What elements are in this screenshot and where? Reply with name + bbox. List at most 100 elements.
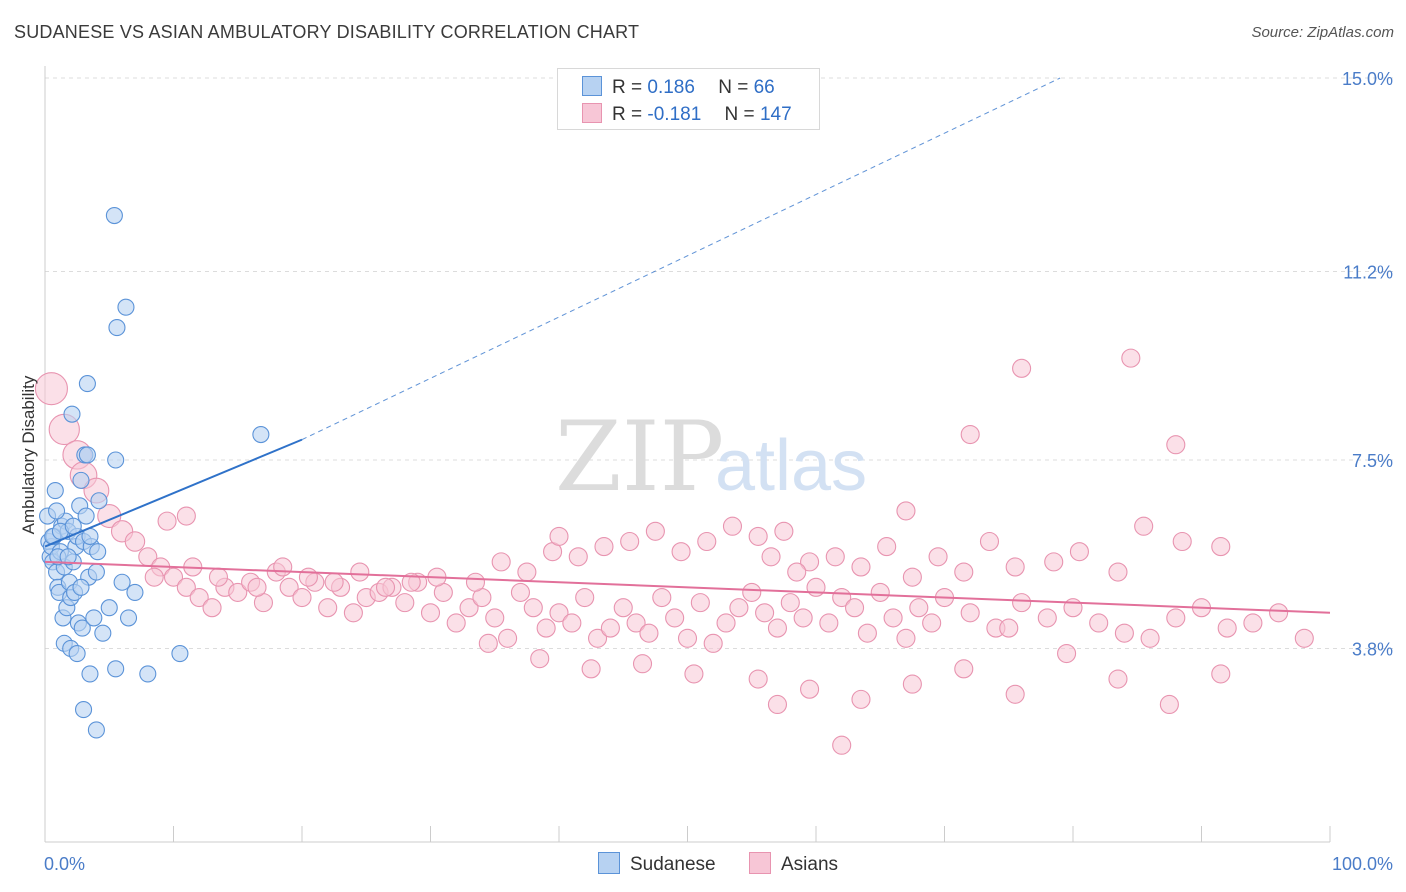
asians-point xyxy=(1159,694,1179,715)
asians-point xyxy=(176,506,196,526)
asians-point xyxy=(575,587,595,608)
asians-point xyxy=(902,674,922,694)
asians-point xyxy=(446,613,466,633)
asians-point xyxy=(819,613,839,633)
sudanese-points xyxy=(39,206,270,739)
legend-label-sudanese: Sudanese xyxy=(630,854,716,875)
asians-point xyxy=(1114,623,1134,643)
asians-point xyxy=(298,567,318,587)
asians-point xyxy=(1057,643,1077,664)
sudanese-point xyxy=(68,644,86,663)
legend-row-asians: R = -0.181 N = 147 xyxy=(582,103,792,127)
legend-item-asians: Asians xyxy=(749,852,838,876)
sudanese-point xyxy=(87,721,105,739)
asians-point xyxy=(1166,435,1186,455)
sudanese-point xyxy=(107,660,125,678)
asians-point xyxy=(1044,552,1064,572)
asians-point xyxy=(517,562,537,582)
asians-point xyxy=(1121,348,1141,368)
legend-item-sudanese: Sudanese xyxy=(598,852,716,876)
asians-point xyxy=(716,613,736,633)
asians-point xyxy=(1140,628,1160,648)
asians-point xyxy=(632,654,653,674)
asians-point xyxy=(896,628,916,648)
asians-point xyxy=(665,608,685,628)
asians-point xyxy=(562,613,582,633)
asians-point xyxy=(960,424,980,445)
sudanese-point xyxy=(90,492,108,510)
asians-point xyxy=(767,694,788,715)
asians-point xyxy=(1211,537,1231,557)
sudanese-point xyxy=(171,644,189,663)
sudanese-point xyxy=(72,578,90,596)
asians-point xyxy=(800,552,820,572)
y-tick-label: 11.2% xyxy=(1343,263,1393,283)
asians-point xyxy=(729,598,749,618)
asians-point xyxy=(697,531,717,552)
asians-point xyxy=(536,618,556,638)
asians-point xyxy=(1134,516,1154,536)
asians-point xyxy=(549,603,569,623)
asians-point xyxy=(318,598,338,618)
asians-point xyxy=(857,623,877,643)
asians-point xyxy=(549,526,569,546)
legend-label-asians: Asians xyxy=(781,854,839,875)
asians-point xyxy=(208,567,229,587)
sudanese-point xyxy=(72,471,90,489)
asians-point xyxy=(767,618,788,638)
legend-r-value: 0.186 xyxy=(647,77,695,98)
asians-point xyxy=(1012,593,1032,613)
sudanese-point xyxy=(59,548,77,566)
asians-point xyxy=(793,608,813,628)
asians-point xyxy=(909,598,929,618)
asians-point xyxy=(1172,531,1192,552)
legend-r-label: R = xyxy=(612,104,643,125)
asians-point xyxy=(292,587,312,608)
grid-lines xyxy=(45,77,1395,649)
sudanese-point xyxy=(126,583,144,601)
sudanese-point xyxy=(105,206,123,225)
asians-point xyxy=(677,628,698,648)
asians-point xyxy=(613,598,633,618)
asians-point xyxy=(761,547,781,567)
asians-point xyxy=(851,689,871,709)
asians-legend-swatch xyxy=(749,852,771,874)
sudanese-point xyxy=(73,619,91,637)
asians-point xyxy=(1294,628,1314,648)
sudanese-point xyxy=(46,482,64,500)
asians-point xyxy=(960,603,980,623)
asians-point xyxy=(1069,542,1089,562)
sudanese-point xyxy=(252,425,270,444)
sudanese-trend-extension xyxy=(301,77,1061,441)
sudanese-point xyxy=(85,609,103,627)
asians-point xyxy=(1217,618,1237,638)
asians-point xyxy=(273,557,293,577)
asians-point xyxy=(247,577,267,597)
sudanese-point xyxy=(107,451,125,469)
asians-point xyxy=(491,552,511,572)
asians-point xyxy=(600,618,620,638)
legend-n-label: N = xyxy=(718,77,749,98)
asians-point xyxy=(774,521,794,541)
asians-point xyxy=(459,598,479,618)
asians-point xyxy=(742,582,762,602)
asians-point xyxy=(34,372,68,406)
asians-point xyxy=(954,562,974,582)
sudanese-point xyxy=(100,599,118,617)
asians-point xyxy=(343,603,363,623)
asians-point xyxy=(1005,557,1025,577)
asians-point xyxy=(748,669,768,689)
asians-point xyxy=(420,603,441,623)
asians-point xyxy=(279,577,299,597)
x-tick-label: 0.0% xyxy=(44,854,85,874)
sudanese-point xyxy=(108,319,126,337)
y-tick-label: 3.8% xyxy=(1352,639,1393,659)
sudanese-legend-swatch xyxy=(598,852,620,874)
asians-point xyxy=(395,593,415,613)
asians-point xyxy=(401,572,421,592)
sudanese-point xyxy=(139,665,157,683)
asians-point xyxy=(485,608,505,628)
asians-point xyxy=(645,521,665,541)
asians-point xyxy=(954,659,974,679)
